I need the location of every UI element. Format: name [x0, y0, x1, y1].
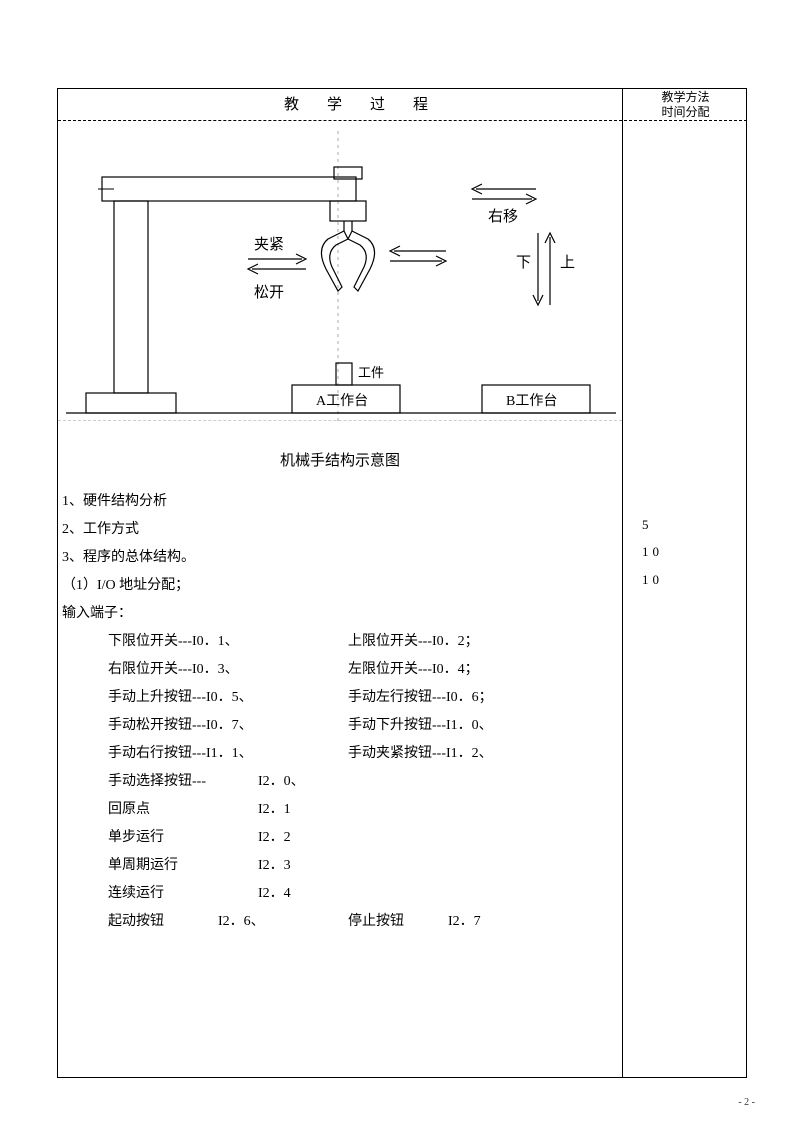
time-2: 10: [642, 538, 747, 565]
side-times: 5 10 10: [624, 121, 747, 593]
label-up: 上: [560, 254, 575, 271]
io-single-row: 回原点 I2．1: [108, 796, 614, 824]
line-4: （1）I/O 地址分配；: [62, 572, 614, 600]
io-row: 右限位开关---I0．3、 左限位开关---I0．4；: [108, 656, 614, 684]
io-single-row: 连续运行 I2．4: [108, 880, 614, 908]
label-table-b: B工作台: [506, 393, 557, 409]
line-5: 输入端子：: [62, 600, 614, 628]
time-3: 10: [642, 566, 747, 593]
mechanical-arm-diagram: 夹紧 松开 右移: [58, 121, 623, 421]
page-frame: 教学过程: [57, 88, 747, 1078]
content-body: 1、硬件结构分析 2、工作方式 3、程序的总体结构。 （1）I/O 地址分配； …: [58, 488, 622, 936]
diagram-caption: 机械手结构示意图: [58, 449, 622, 470]
line-1: 1、硬件结构分析: [62, 488, 614, 516]
diagram-area: 夹紧 松开 右移: [58, 121, 622, 421]
io-single-row: 手动选择按钮--- I2．0、: [108, 768, 614, 796]
label-release: 松开: [254, 284, 284, 301]
io-single-row: 单周期运行 I2．3: [108, 852, 614, 880]
io-row: 下限位开关---I0．1、 上限位开关---I0．2；: [108, 628, 614, 656]
io-single-row: 单步运行 I2．2: [108, 824, 614, 852]
side-column: 教学方法 时间分配 5 10 10: [624, 89, 747, 1077]
page-number: - 2 -: [738, 1097, 755, 1108]
line-3: 3、程序的总体结构。: [62, 544, 614, 572]
io-last-row: 起动按钮 I2．6、 停止按钮 I2．7: [108, 908, 614, 936]
time-1: 5: [642, 511, 747, 538]
main-column: 教学过程: [58, 89, 623, 1077]
label-table-a: A工作台: [316, 393, 368, 409]
label-rightmove: 右移: [488, 208, 518, 225]
label-down: 下: [516, 255, 531, 271]
io-row: 手动松开按钮---I0．7、 手动下升按钮---I1．0、: [108, 712, 614, 740]
side-header: 教学方法 时间分配: [624, 89, 747, 121]
line-2: 2、工作方式: [62, 516, 614, 544]
main-header: 教学过程: [58, 89, 622, 121]
io-row: 手动右行按钮---I1．1、 手动夹紧按钮---I1．2、: [108, 740, 614, 768]
label-clamp: 夹紧: [254, 236, 284, 253]
io-pairs: 下限位开关---I0．1、 上限位开关---I0．2； 右限位开关---I0．3…: [62, 628, 614, 936]
io-row: 手动上升按钮---I0．5、 手动左行按钮---I0．6；: [108, 684, 614, 712]
label-workpiece: 工件: [358, 365, 384, 380]
